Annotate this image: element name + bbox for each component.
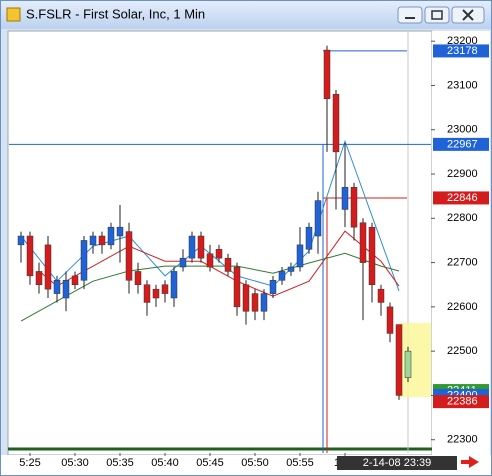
- price-label: 22386: [447, 396, 478, 408]
- y-tick-label: 22900: [447, 168, 478, 180]
- window-buttons[interactable]: [397, 6, 485, 24]
- close-icon: [462, 9, 474, 21]
- candle-body: [26, 235, 34, 277]
- maximize-button[interactable]: [424, 6, 450, 24]
- candle-body: [224, 257, 232, 272]
- candle-body: [44, 244, 52, 290]
- window-title: S.FSLR - First Solar, Inc, 1 Min: [26, 6, 205, 21]
- candle-body: [395, 324, 403, 396]
- price-label-box: [433, 395, 489, 409]
- candle-body: [233, 266, 241, 308]
- candle-body: [359, 222, 367, 263]
- candle-body: [296, 244, 304, 268]
- current-highlight: [398, 323, 431, 397]
- candle-body: [107, 226, 115, 246]
- x-tick-label: 05:55: [286, 457, 314, 469]
- price-label-box: [433, 44, 489, 58]
- candle-body: [404, 350, 412, 378]
- candle-body: [80, 240, 88, 281]
- price-label-box: [433, 137, 489, 151]
- candle-body: [53, 280, 61, 294]
- candle-body: [377, 288, 385, 303]
- candle-body: [314, 200, 322, 237]
- price-label: 23178: [447, 45, 478, 57]
- candle-body: [98, 235, 106, 246]
- candle-body: [341, 187, 349, 210]
- candle-body: [278, 271, 286, 281]
- candle-body: [125, 231, 133, 281]
- candle-body: [269, 280, 277, 294]
- y-tick-label: 22300: [447, 434, 478, 446]
- candle-body: [350, 187, 358, 228]
- candle-body: [89, 235, 97, 246]
- candle-body: [287, 266, 295, 272]
- price-label: 22967: [447, 138, 478, 150]
- candle-body: [368, 226, 376, 285]
- y-tick-label: 22700: [447, 256, 478, 268]
- candle-body: [332, 94, 340, 153]
- plot-area: [7, 30, 433, 456]
- maximize-icon: [431, 10, 443, 20]
- candle-body: [206, 253, 214, 268]
- candle-body: [323, 49, 331, 100]
- x-tick-label: 05:40: [151, 457, 179, 469]
- candle-body: [170, 271, 178, 299]
- y-tick-label: 23200: [447, 35, 478, 47]
- x-tick-label: 05:50: [241, 457, 269, 469]
- candle-body: [242, 284, 250, 312]
- time-cursor-box: [337, 456, 457, 470]
- x-tick-label: 05:45: [196, 457, 224, 469]
- candle-body: [134, 271, 142, 285]
- price-label: 22846: [447, 192, 478, 204]
- candle-body: [251, 293, 259, 312]
- candle-body: [179, 257, 187, 268]
- candle-body: [215, 249, 223, 259]
- y-tick-label: 22800: [447, 212, 478, 224]
- scroll-arrow[interactable]: [461, 456, 479, 468]
- x-tick-label: 5:25: [19, 457, 40, 469]
- candle-body: [161, 284, 169, 294]
- minimize-button[interactable]: [397, 6, 423, 24]
- y-tick-label: 22500: [447, 345, 478, 357]
- y-tick-label: 23100: [447, 79, 478, 91]
- moving-average: [20, 252, 400, 322]
- candle-body: [152, 288, 160, 299]
- candle-body: [197, 235, 205, 259]
- candle-body: [116, 226, 124, 237]
- y-tick-label: 23000: [447, 124, 478, 136]
- candle-body: [305, 226, 313, 250]
- candle-body: [71, 275, 79, 285]
- y-tick-label: 22600: [447, 301, 478, 313]
- candle-body: [260, 293, 268, 312]
- candle-body: [188, 235, 196, 259]
- x-tick-label: 05:35: [106, 457, 134, 469]
- candle-body: [17, 235, 25, 246]
- candle-body: [143, 284, 151, 303]
- app-icon: [6, 7, 21, 22]
- price-label-box: [433, 191, 489, 205]
- x-tick-label: 05:30: [61, 457, 89, 469]
- candle-body: [35, 271, 43, 285]
- time-cursor-label: 2-14-08 23:39: [363, 457, 432, 469]
- candle-body: [62, 280, 70, 299]
- candle-body: [386, 306, 394, 334]
